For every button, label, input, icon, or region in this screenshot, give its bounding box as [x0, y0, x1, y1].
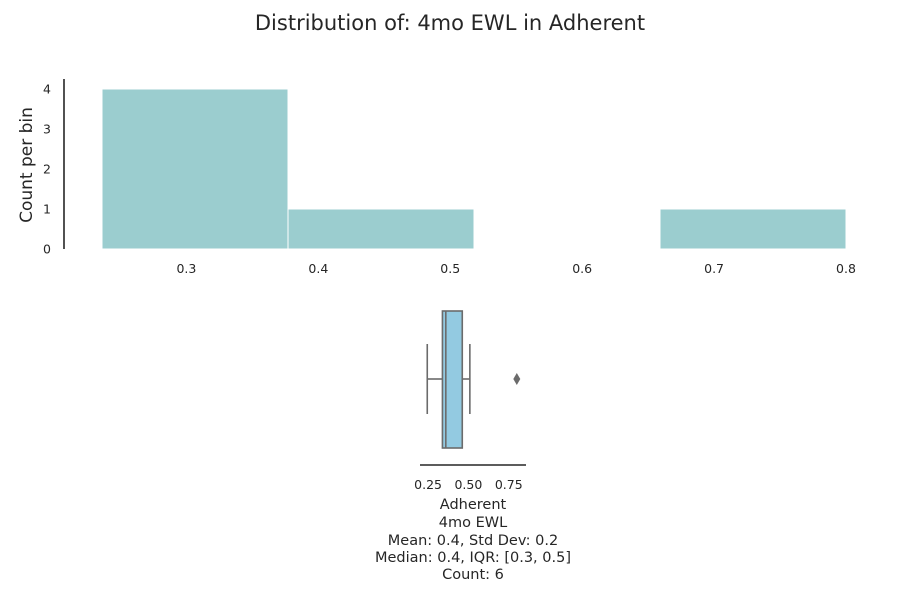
histogram-y-ticks: 0 1 2 3 4 — [43, 82, 51, 257]
boxplot-outlier — [513, 373, 521, 385]
caption-mean-std: Mean: 0.4, Std Dev: 0.2 — [388, 533, 558, 549]
histogram-x-ticks: 0.3 0.4 0.5 0.6 0.7 0.8 — [176, 261, 856, 276]
boxplot-caption: Adherent 4mo EWL Mean: 0.4, Std Dev: 0.2… — [375, 497, 571, 583]
histogram-x-tick-label: 0.4 — [308, 261, 328, 276]
caption-group-label: Adherent — [440, 497, 507, 513]
histogram-bars — [101, 88, 847, 250]
caption-variable-label: 4mo EWL — [439, 515, 507, 531]
caption-median-iqr: Median: 0.4, IQR: [0.3, 0.5] — [375, 550, 571, 566]
histogram-y-tick-label: 0 — [43, 242, 51, 257]
histogram-x-tick-label: 0.7 — [704, 261, 724, 276]
histogram-y-tick-label: 1 — [43, 202, 51, 217]
boxplot-x-tick-label: 0.75 — [495, 477, 523, 492]
boxplot-marks — [426, 310, 521, 449]
histogram-y-axis-label: Count per bin — [17, 107, 37, 223]
histogram-y-tick-label: 4 — [43, 82, 51, 97]
histogram-panel: Count per bin 0 1 2 3 4 0.3 0.4 0.5 0.6 0.7 0.8 — [17, 79, 856, 276]
histogram-y-tick-label: 3 — [43, 122, 51, 137]
histogram-bar-2 — [287, 208, 475, 250]
boxplot-box — [441, 310, 464, 449]
histogram-x-tick-label: 0.6 — [572, 261, 592, 276]
histogram-bar-1 — [101, 88, 289, 250]
boxplot-panel: 0.25 0.50 0.75 Adherent 4mo EWL Mean: 0.4,… — [375, 310, 571, 583]
histogram-bar-4 — [659, 208, 847, 250]
caption-count: Count: 6 — [442, 567, 504, 583]
histogram-x-tick-label: 0.3 — [176, 261, 196, 276]
boxplot-x-ticks: 0.25 0.50 0.75 — [414, 477, 523, 492]
histogram-y-tick-label: 2 — [43, 162, 51, 177]
boxplot-x-tick-label: 0.25 — [414, 477, 442, 492]
histogram-x-tick-label: 0.5 — [440, 261, 460, 276]
chart-title: Distribution of: 4mo EWL in Adherent — [255, 11, 645, 35]
boxplot-x-tick-label: 0.50 — [454, 477, 482, 492]
histogram-x-tick-label: 0.8 — [836, 261, 856, 276]
